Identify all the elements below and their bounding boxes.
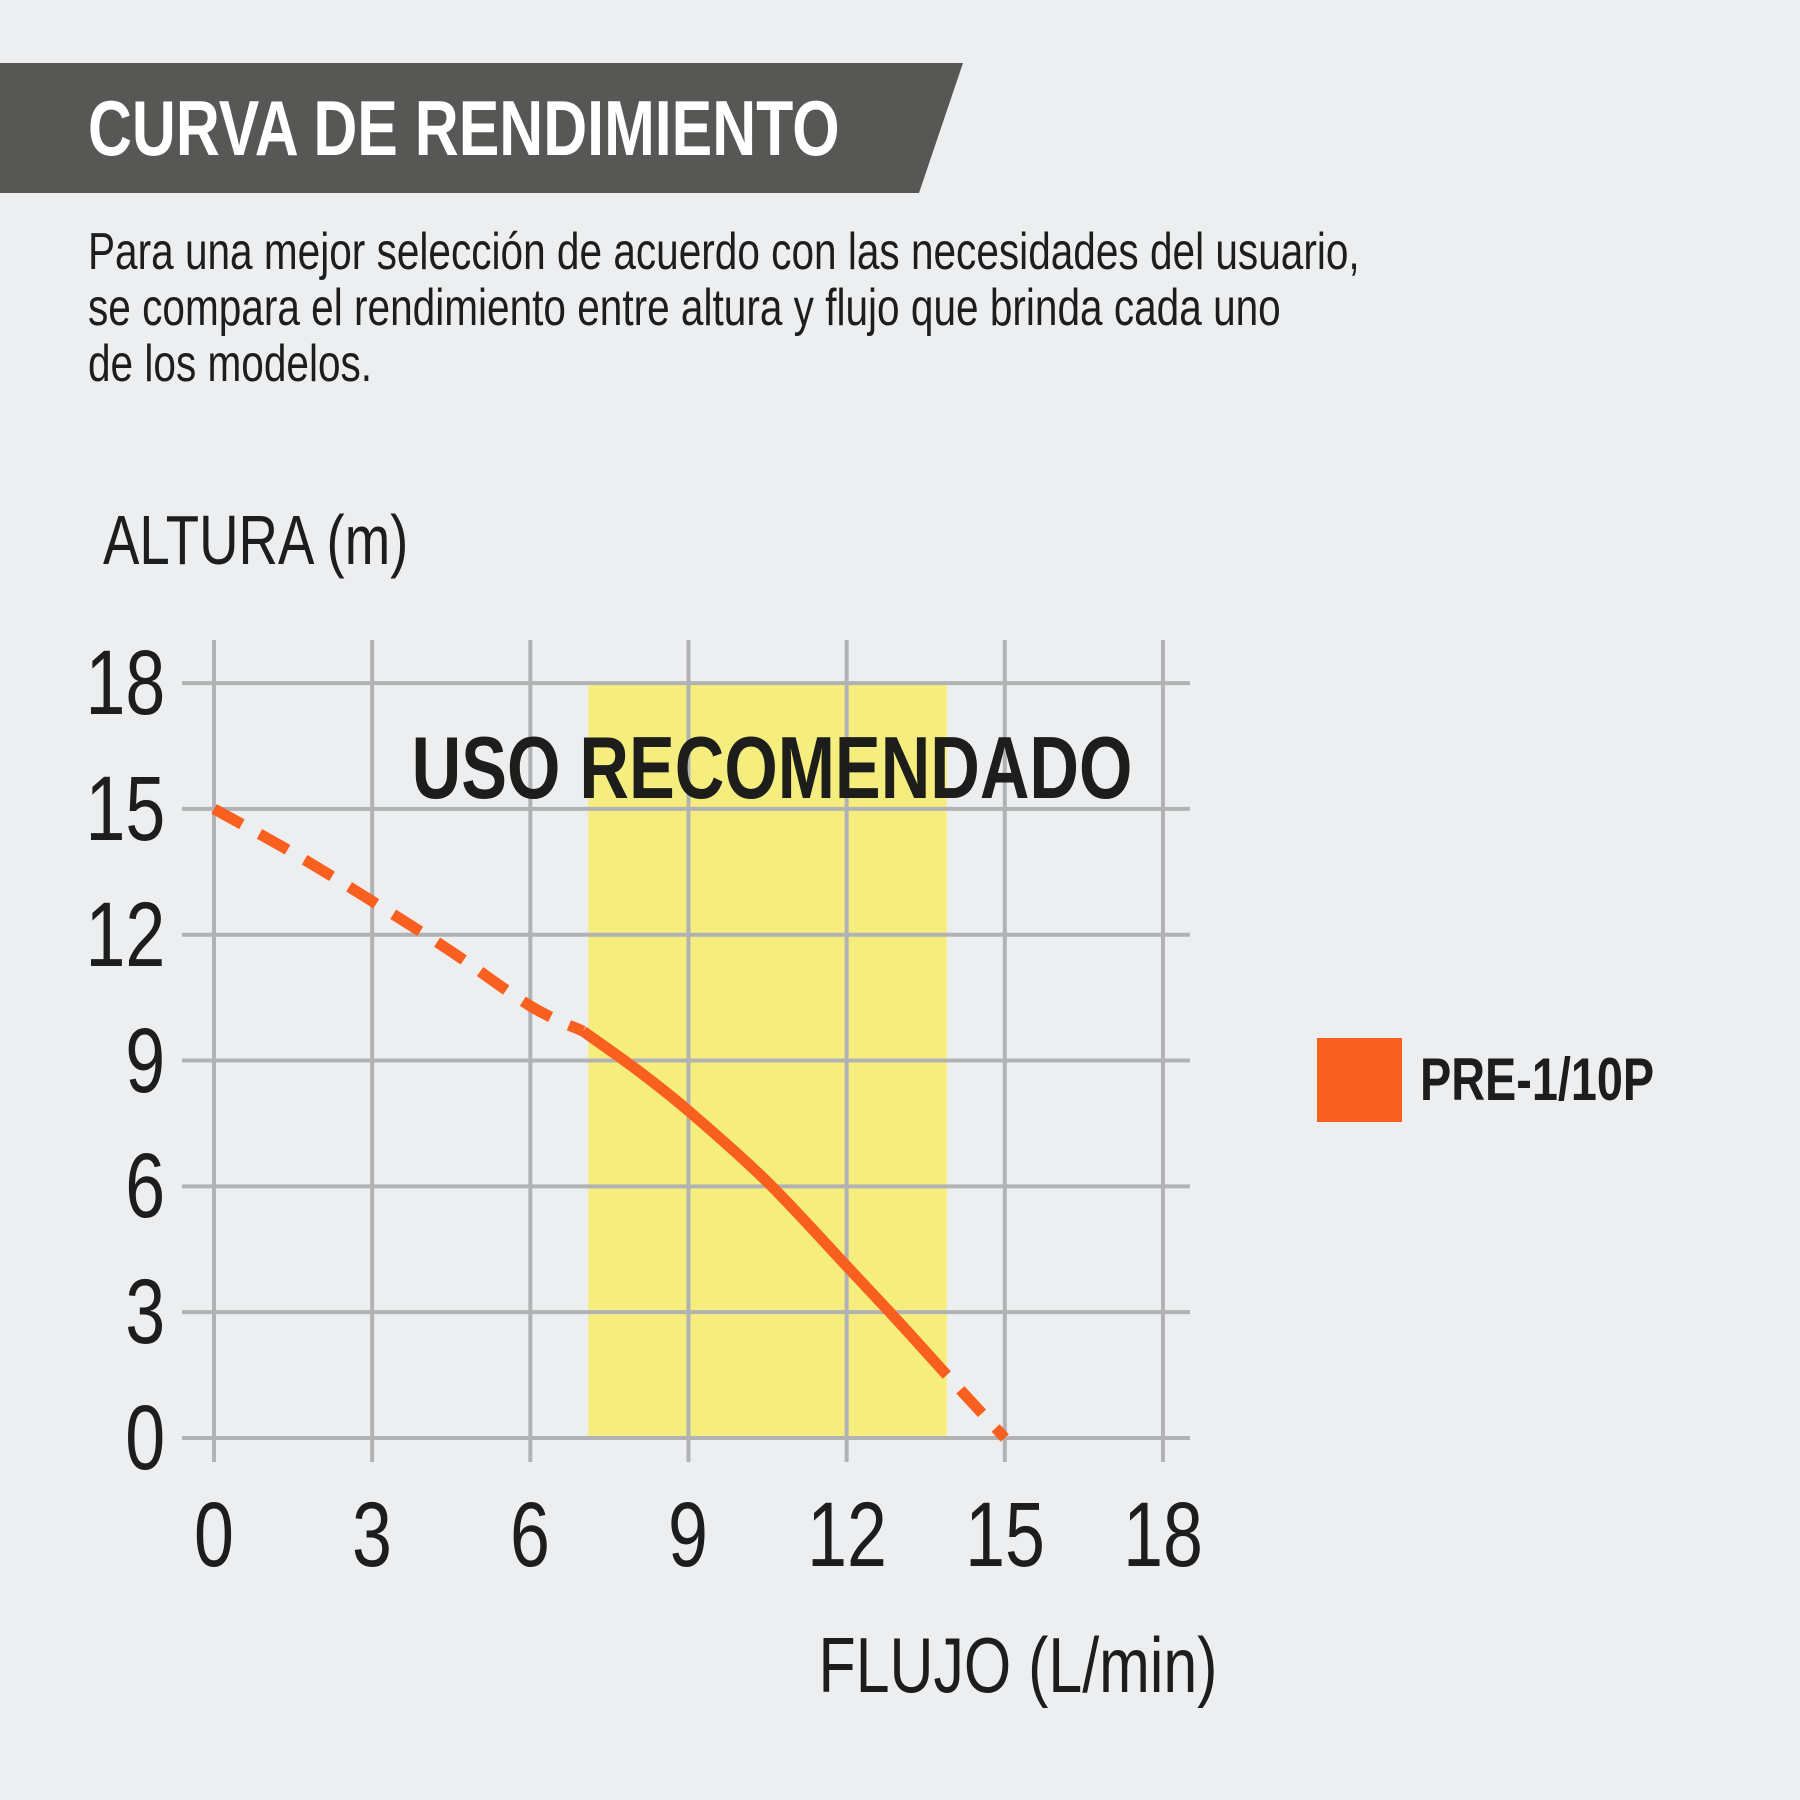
legend-label: PRE-1/10P — [1420, 1046, 1655, 1113]
intro-line: se compara el rendimiento entre altura y… — [88, 279, 1281, 337]
x-tick-label: 15 — [964, 1484, 1045, 1586]
x-tick-label: 6 — [510, 1484, 551, 1586]
y-tick-label: 3 — [125, 1261, 165, 1364]
x-tick-label: 12 — [806, 1484, 887, 1586]
x-tick-label: 18 — [1123, 1484, 1203, 1586]
curve-PRE-1/10P-dashed — [942, 1371, 1009, 1442]
y-tick-label: 6 — [125, 1135, 165, 1238]
y-axis-title: ALTURA (m) — [103, 501, 409, 579]
y-tick-label: 18 — [85, 632, 165, 735]
recommended-use-annotation: USO RECOMENDADO — [411, 718, 1133, 817]
y-tick-label: 9 — [125, 1009, 165, 1112]
y-tick-label: 15 — [85, 757, 165, 860]
x-tick-label: 3 — [352, 1484, 393, 1586]
legend: PRE-1/10P — [1317, 1038, 1720, 1122]
y-tick-label: 0 — [125, 1387, 165, 1489]
page-title: CURVA DE RENDIMIENTO — [88, 83, 840, 172]
intro-paragraph: Para una mejor selección de acuerdo con … — [88, 224, 1360, 392]
x-axis-title: FLUJO (L/min) — [818, 1621, 1218, 1709]
x-tick-label: 0 — [194, 1484, 234, 1586]
title-banner: CURVA DE RENDIMIENTO — [0, 63, 963, 193]
y-tick-label: 12 — [85, 883, 165, 986]
intro-line: de los modelos. — [88, 335, 373, 393]
x-tick-label: 9 — [668, 1484, 709, 1586]
curve-PRE-1/10P-dashed — [211, 804, 586, 1037]
legend-swatch — [1317, 1038, 1402, 1122]
intro-line: Para una mejor selección de acuerdo con … — [88, 223, 1360, 281]
curve-PRE-1/10P-solid — [579, 1026, 951, 1379]
